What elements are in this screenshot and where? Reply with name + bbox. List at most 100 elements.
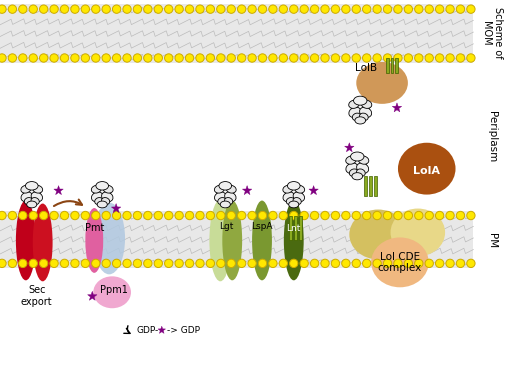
Ellipse shape [350,152,364,161]
Ellipse shape [85,208,103,273]
Ellipse shape [25,182,38,190]
Circle shape [185,5,194,13]
Text: Lol CDE
complex: Lol CDE complex [378,251,422,273]
Circle shape [217,259,225,268]
Ellipse shape [93,276,131,308]
Text: Lnt: Lnt [286,224,301,233]
Circle shape [425,259,433,268]
Bar [289,216,292,241]
Circle shape [19,5,27,13]
Ellipse shape [93,203,125,275]
Ellipse shape [16,201,36,280]
Circle shape [373,5,381,13]
Circle shape [154,5,163,13]
Circle shape [342,259,350,268]
Circle shape [196,5,204,13]
Circle shape [394,5,402,13]
Ellipse shape [103,185,113,193]
Ellipse shape [293,192,305,202]
Text: GDP-: GDP- [137,326,159,335]
Circle shape [415,211,423,220]
Circle shape [383,54,392,62]
Circle shape [102,211,111,220]
Ellipse shape [283,185,293,193]
Circle shape [300,259,309,268]
Circle shape [248,54,256,62]
Circle shape [435,259,444,268]
Circle shape [102,259,111,268]
Circle shape [91,211,100,220]
Circle shape [446,54,454,62]
Polygon shape [344,143,354,152]
Circle shape [259,211,267,220]
Ellipse shape [286,198,294,204]
Circle shape [123,54,131,62]
Circle shape [425,5,433,13]
Circle shape [71,54,79,62]
Circle shape [217,211,225,220]
Circle shape [154,54,163,62]
Ellipse shape [349,209,407,259]
Circle shape [133,54,141,62]
Text: LspA: LspA [251,222,273,231]
Ellipse shape [21,185,31,193]
Bar [0,4,473,63]
Circle shape [19,54,27,62]
Circle shape [404,5,413,13]
Circle shape [269,211,277,220]
Circle shape [227,5,235,13]
Circle shape [50,54,58,62]
Circle shape [123,211,131,220]
Bar [369,176,372,196]
Ellipse shape [360,113,368,121]
Circle shape [352,5,361,13]
Circle shape [81,5,89,13]
Circle shape [154,259,163,268]
Circle shape [248,5,256,13]
Circle shape [363,211,371,220]
Circle shape [165,211,173,220]
Circle shape [113,54,121,62]
Ellipse shape [357,169,365,176]
Circle shape [81,211,89,220]
Circle shape [60,259,69,268]
Circle shape [102,54,111,62]
Text: Sec
export: Sec export [21,285,53,307]
Circle shape [60,211,69,220]
Circle shape [237,54,246,62]
Circle shape [133,259,141,268]
Bar [390,58,393,73]
Circle shape [227,259,235,268]
Polygon shape [309,186,318,195]
Ellipse shape [210,199,231,281]
Circle shape [269,54,277,62]
Circle shape [175,5,183,13]
Circle shape [435,54,444,62]
Circle shape [373,259,381,268]
Ellipse shape [27,201,37,208]
Ellipse shape [360,107,372,117]
Bar [299,216,302,241]
Ellipse shape [361,100,372,109]
Circle shape [71,5,79,13]
Ellipse shape [355,117,366,124]
Circle shape [446,211,454,220]
Circle shape [259,259,267,268]
Circle shape [300,5,309,13]
Circle shape [467,259,475,268]
Circle shape [383,5,392,13]
Circle shape [457,259,465,268]
Circle shape [91,5,100,13]
Circle shape [196,259,204,268]
Circle shape [144,259,152,268]
Ellipse shape [102,192,113,202]
Text: Pmt: Pmt [85,223,104,233]
Bar [395,58,398,73]
Polygon shape [112,204,121,213]
Ellipse shape [96,182,109,190]
Ellipse shape [33,204,53,281]
Circle shape [185,259,194,268]
Circle shape [144,54,152,62]
Ellipse shape [91,192,103,202]
Circle shape [196,54,204,62]
